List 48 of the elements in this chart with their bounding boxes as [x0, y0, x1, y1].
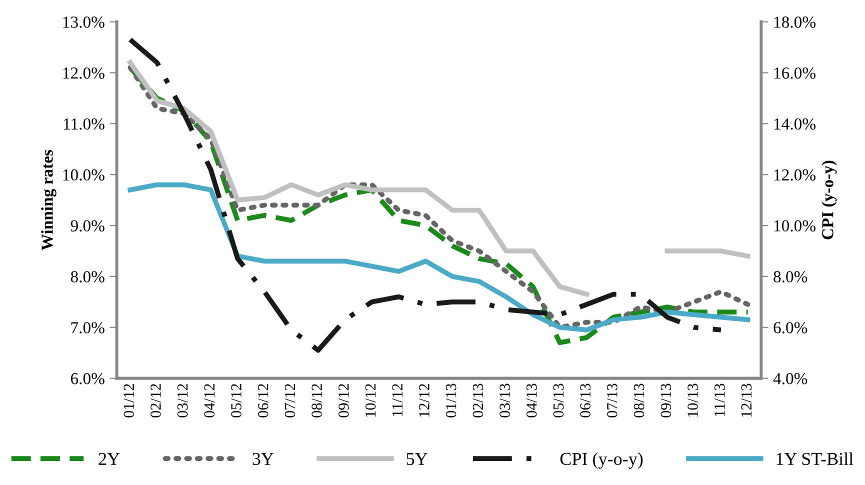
legend-label: 1Y ST-Bill	[776, 452, 854, 466]
y2-tick-label: 12.0%	[774, 169, 816, 181]
y-tick-label: 13.0%	[63, 16, 104, 28]
legend-label: CPI (y-o-y)	[560, 452, 643, 469]
x-tick-label: 03/12	[177, 384, 188, 418]
x-tick-label: 11/13	[714, 384, 725, 416]
x-tick-label: 01/13	[446, 384, 456, 418]
x-tick-label: 09/12	[338, 384, 349, 418]
x-tick-label: 08/13	[634, 384, 644, 418]
x-tick-label: 08/12	[312, 384, 322, 418]
y-tick-label: 12.0%	[63, 67, 104, 79]
x-tick-label: 05/12	[231, 384, 242, 418]
x-tick-label: 09/13	[660, 384, 672, 418]
legend-label: 5Y	[406, 453, 428, 466]
y-tick-label: 9.0%	[70, 220, 104, 232]
y-tick-label: 7.0%	[71, 322, 104, 334]
x-tick-label: 11/12	[392, 384, 403, 416]
y2-tick-label: 10.0%	[774, 220, 816, 232]
y-tick-label: 8.0%	[70, 271, 104, 282]
x-tick-label: 02/12	[150, 384, 161, 418]
x-tick-label: 05/13	[553, 384, 564, 418]
x-tick-label: 12/12	[419, 384, 430, 417]
y2-tick-label: 4.0%	[773, 373, 808, 384]
x-tick-label: 07/13	[607, 384, 618, 418]
y-tick-label: 11.0%	[64, 118, 104, 130]
x-tick-label: 10/12	[365, 384, 376, 417]
y-tick-label: 6.0%	[70, 373, 104, 384]
x-tick-label: 06/13	[580, 384, 590, 418]
x-tick-label: 12/13	[741, 384, 752, 417]
x-tick-label: 04/12	[204, 384, 215, 418]
line-series	[128, 182, 750, 332]
y2-axis-title: CPI (y-o-y)	[822, 160, 837, 240]
y2-tick-label: 14.0%	[774, 118, 816, 130]
x-tick-label: 04/13	[526, 384, 537, 418]
x-tick-label: 01/12	[124, 384, 134, 418]
y2-tick-label: 18.0%	[774, 16, 816, 28]
x-tick-label: 06/12	[258, 384, 268, 418]
y-axis-title: Winning rates	[41, 150, 56, 250]
x-tick-label: 03/13	[500, 384, 510, 418]
x-tick-label: 02/13	[472, 384, 484, 418]
y2-tick-label: 8.0%	[774, 271, 808, 282]
y2-tick-label: 6.0%	[774, 322, 808, 334]
y2-tick-label: 16.0%	[774, 67, 816, 79]
legend-label: 2Y	[98, 452, 120, 465]
x-tick-label: 07/12	[284, 384, 296, 418]
x-tick-label: 10/13	[688, 384, 698, 417]
legend-label: 3Y	[252, 452, 274, 466]
y-tick-label: 10.0%	[63, 169, 104, 181]
